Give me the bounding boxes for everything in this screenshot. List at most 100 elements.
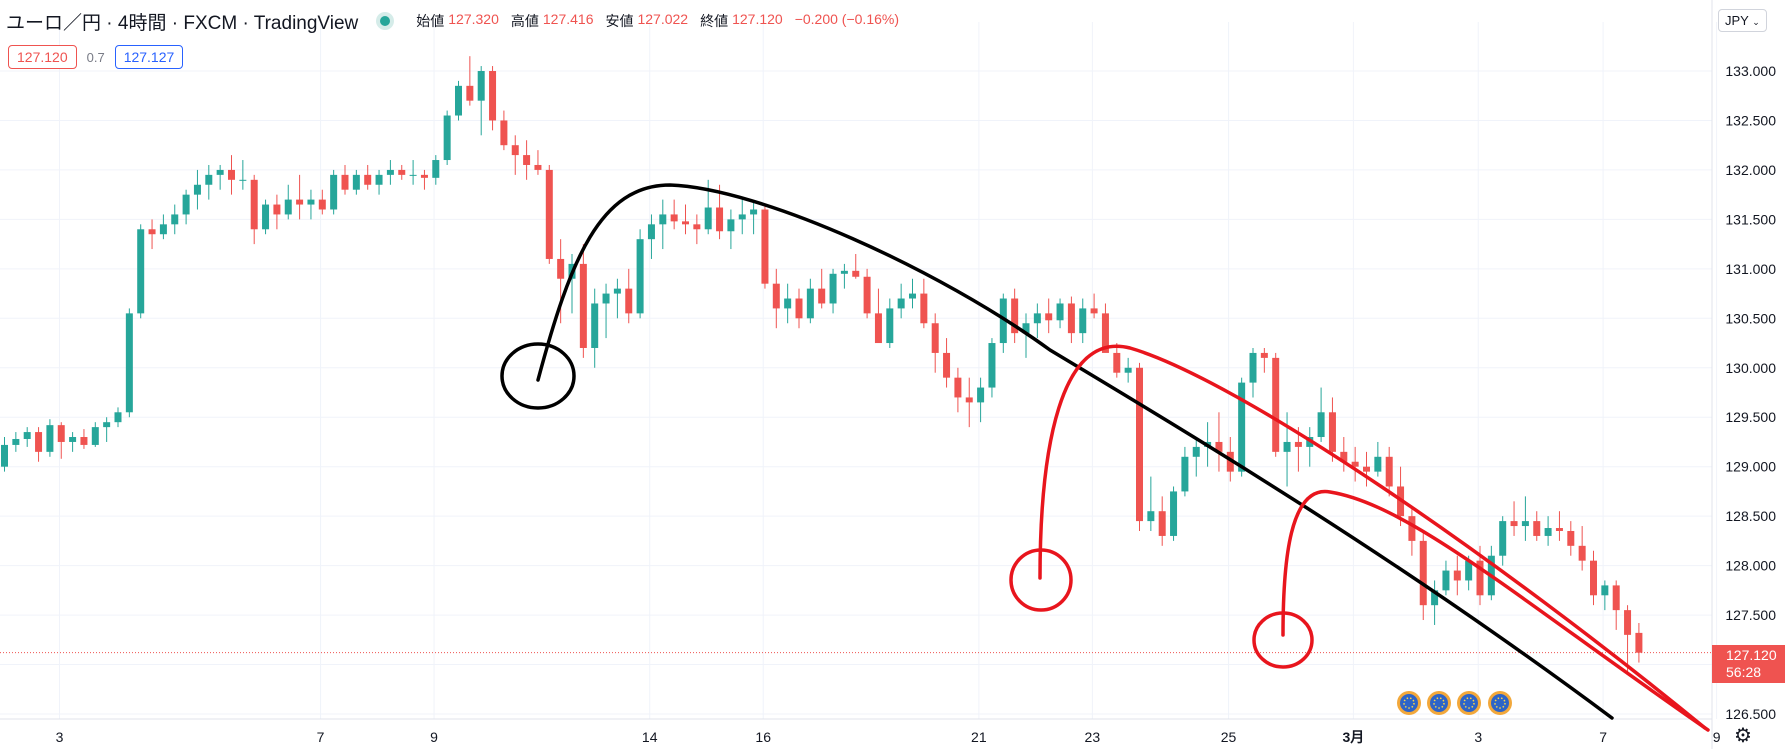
- candle-body: [909, 293, 916, 299]
- red-arc-drawing: [1038, 344, 1707, 730]
- candle-body: [420, 174, 428, 178]
- candle-body: [602, 293, 610, 304]
- event-flag-icon: [1488, 691, 1512, 715]
- candle-body: [954, 377, 962, 398]
- candle-body: [500, 120, 508, 146]
- candle-body: [682, 221, 689, 225]
- candle-body: [727, 219, 735, 232]
- candle-body: [193, 184, 201, 195]
- candle-body: [330, 174, 338, 210]
- candle-body: [57, 425, 65, 442]
- candle-body: [761, 209, 769, 284]
- candle-body: [1476, 560, 1484, 596]
- candle-body: [125, 313, 133, 413]
- time-tick-label: 9: [1713, 729, 1721, 745]
- candle-body: [1635, 632, 1643, 653]
- candle-body: [1056, 303, 1064, 321]
- price-tick-label: 129.500: [1725, 409, 1776, 425]
- candle-body: [534, 164, 542, 170]
- candle-body: [659, 214, 667, 225]
- candle-body: [920, 293, 928, 324]
- candle-body: [704, 207, 712, 230]
- price-tick-label: 127.500: [1725, 607, 1776, 623]
- price-tick-label: 133.000: [1725, 63, 1776, 79]
- current-price-label: 127.120: [1726, 647, 1777, 663]
- candle-body: [931, 323, 939, 353]
- candle-body: [874, 313, 882, 344]
- candle-body: [137, 229, 145, 314]
- candle-body: [239, 179, 247, 181]
- candle-body: [1215, 441, 1223, 452]
- candle-body: [1147, 511, 1155, 522]
- candle-body: [636, 239, 644, 314]
- open-label: 始値: [416, 13, 445, 29]
- candle-body: [364, 174, 372, 185]
- candle-body: [886, 308, 894, 344]
- candle-body: [1544, 528, 1552, 536]
- candle-body: [557, 258, 565, 279]
- candle-body: [69, 437, 77, 442]
- time-tick-label: 23: [1085, 729, 1101, 745]
- candle-body: [1011, 298, 1019, 334]
- candle-body: [1499, 521, 1507, 556]
- candle-body: [988, 343, 996, 388]
- gear-icon[interactable]: ⚙: [1734, 725, 1752, 747]
- candle-body: [1238, 382, 1246, 472]
- symbol-title[interactable]: ユーロ／円 · 4時間 · FXCM · TradingView: [6, 12, 359, 34]
- time-tick-label: 7: [317, 729, 325, 745]
- candle-body: [386, 169, 394, 175]
- candle-body: [829, 273, 837, 304]
- current-price-tag: 127.120 56:28: [1712, 645, 1785, 683]
- candle-body: [409, 174, 417, 176]
- candle-body: [1045, 313, 1053, 321]
- candle-body: [182, 194, 190, 215]
- sell-price-button[interactable]: 127.120: [8, 45, 77, 69]
- event-flags: [1397, 691, 1512, 715]
- candle-body: [1442, 570, 1450, 591]
- candle-body: [1431, 590, 1439, 606]
- candle-body: [999, 298, 1007, 344]
- candle-body: [159, 224, 167, 235]
- time-tick-label: 14: [642, 729, 658, 745]
- candle-body: [489, 71, 497, 121]
- candle-body: [307, 199, 315, 205]
- candle-body: [352, 174, 360, 190]
- candle-body: [318, 199, 326, 210]
- high-value: 127.416: [542, 11, 594, 27]
- candle-body: [455, 85, 462, 116]
- candle-body: [250, 179, 258, 230]
- candle-body: [1351, 461, 1359, 467]
- candle-body: [148, 229, 156, 235]
- candle-body: [1590, 560, 1597, 596]
- price-tick-label: 132.000: [1725, 162, 1776, 178]
- candle-body: [1158, 511, 1166, 536]
- candle-body: [1510, 521, 1518, 527]
- candle-body: [1601, 585, 1609, 596]
- candle-body: [1249, 352, 1257, 383]
- price-tick-label: 128.500: [1725, 508, 1776, 524]
- candle-body: [693, 224, 701, 230]
- price-tick-label: 128.000: [1725, 558, 1776, 574]
- candle-body: [80, 437, 88, 445]
- time-tick-label: 7: [1599, 729, 1607, 745]
- price-tick-label: 131.000: [1725, 261, 1776, 277]
- candle-body: [114, 412, 122, 423]
- price-tick-label: 130.500: [1725, 310, 1776, 326]
- candle-body: [46, 425, 54, 452]
- price-axis: 126.500127.000127.500128.000128.500129.0…: [1725, 63, 1776, 722]
- candle-body: [1363, 466, 1370, 472]
- candle-body: [1113, 352, 1121, 373]
- candle-body: [1124, 367, 1132, 373]
- red-circle-drawing-2: [1252, 611, 1314, 669]
- candle-body: [1136, 367, 1143, 522]
- event-flag-icon: [1427, 691, 1451, 715]
- close-label: 終値: [700, 13, 729, 29]
- status-dot-icon: [380, 16, 391, 26]
- buy-price-button[interactable]: 127.127: [114, 45, 184, 69]
- candle-body: [398, 169, 406, 175]
- candle-body: [1408, 516, 1416, 541]
- price-tick-label: 129.000: [1725, 459, 1776, 475]
- currency-button[interactable]: JPY ⌄: [1718, 9, 1767, 32]
- candle-body: [443, 115, 451, 161]
